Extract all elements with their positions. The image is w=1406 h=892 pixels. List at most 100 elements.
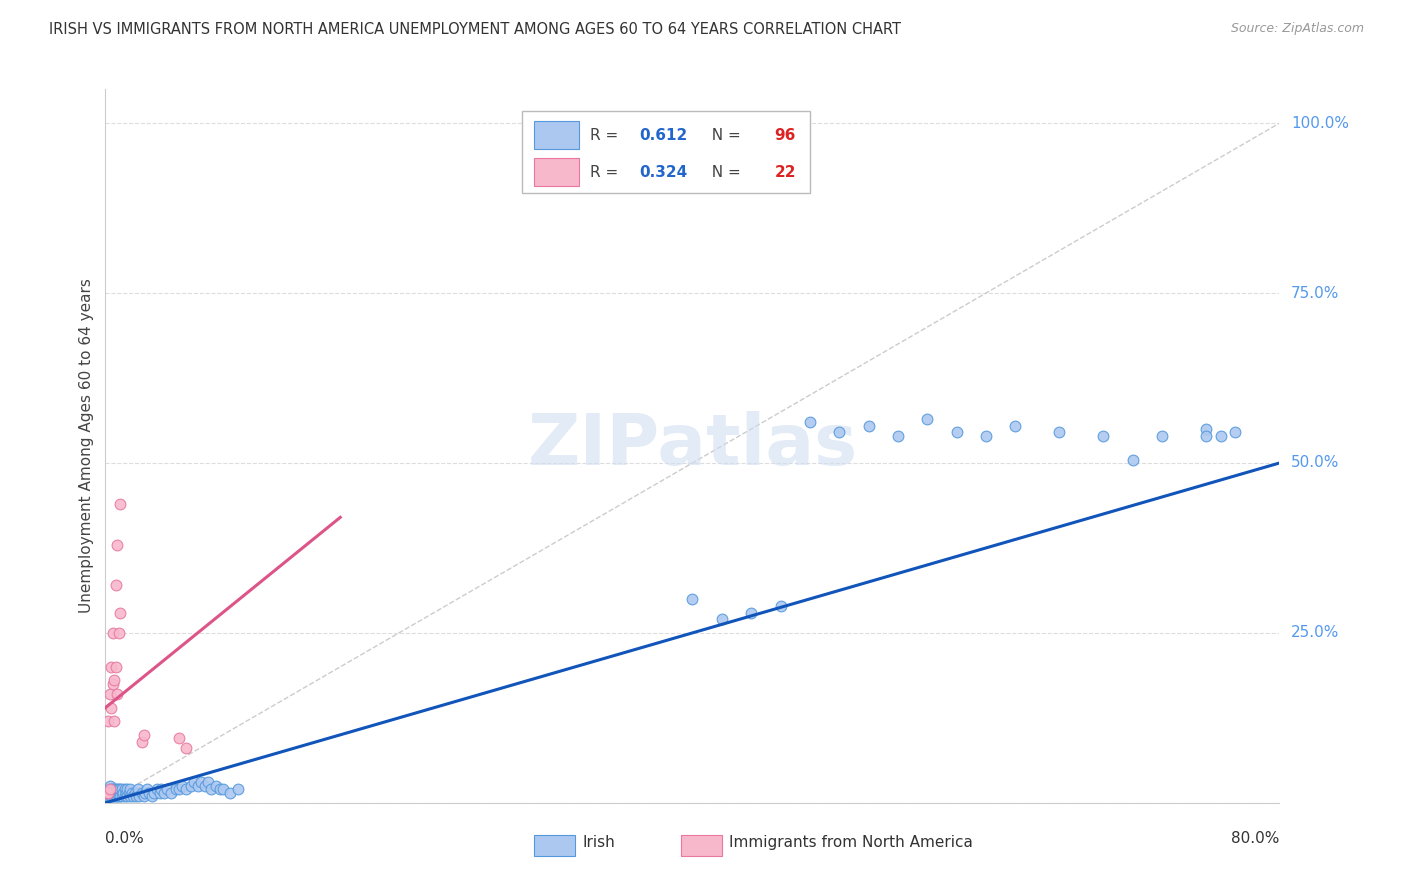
- Point: [97, 789, 120, 803]
- Point: [105, 782, 128, 797]
- Point: [98, 782, 121, 797]
- Point: [103, 673, 125, 688]
- Text: 80.0%: 80.0%: [1232, 831, 1279, 847]
- Point: [190, 775, 212, 789]
- Point: [125, 789, 148, 803]
- Point: [107, 626, 129, 640]
- Point: [156, 782, 179, 797]
- Point: [135, 782, 157, 797]
- Text: N =: N =: [702, 128, 745, 143]
- Point: [100, 782, 122, 797]
- Point: [858, 418, 880, 433]
- Point: [120, 782, 142, 797]
- Point: [104, 578, 127, 592]
- Point: [120, 789, 142, 803]
- Point: [828, 425, 851, 440]
- Text: R =: R =: [591, 128, 623, 143]
- Point: [101, 789, 124, 803]
- Point: [108, 782, 131, 797]
- Point: [98, 779, 121, 793]
- Point: [104, 789, 127, 803]
- Point: [1195, 422, 1218, 436]
- Point: [132, 728, 155, 742]
- Point: [131, 734, 153, 748]
- Point: [103, 714, 125, 729]
- Point: [170, 779, 193, 793]
- Point: [104, 782, 127, 797]
- Point: [105, 789, 128, 803]
- Point: [114, 782, 136, 797]
- Point: [1209, 429, 1232, 443]
- Point: [167, 731, 190, 746]
- Point: [1195, 429, 1218, 443]
- Point: [100, 660, 122, 674]
- FancyBboxPatch shape: [534, 158, 579, 186]
- Text: 25.0%: 25.0%: [1291, 625, 1340, 640]
- Point: [103, 782, 125, 797]
- Point: [710, 612, 733, 626]
- Text: 0.324: 0.324: [640, 165, 688, 179]
- Point: [174, 741, 197, 756]
- Text: IRISH VS IMMIGRANTS FROM NORTH AMERICA UNEMPLOYMENT AMONG AGES 60 TO 64 YEARS CO: IRISH VS IMMIGRANTS FROM NORTH AMERICA U…: [49, 22, 901, 37]
- Point: [97, 782, 120, 797]
- Point: [142, 786, 165, 800]
- Point: [194, 779, 217, 793]
- Point: [134, 786, 156, 800]
- Point: [97, 714, 120, 729]
- Point: [100, 789, 122, 803]
- Point: [167, 782, 190, 797]
- Point: [141, 789, 163, 803]
- Y-axis label: Unemployment Among Ages 60 to 64 years: Unemployment Among Ages 60 to 64 years: [79, 278, 94, 614]
- Text: N =: N =: [702, 165, 745, 179]
- Point: [127, 786, 149, 800]
- FancyBboxPatch shape: [534, 121, 579, 150]
- Point: [122, 789, 145, 803]
- Point: [183, 775, 205, 789]
- Point: [153, 786, 176, 800]
- Point: [101, 626, 124, 640]
- Text: Immigrants from North America: Immigrants from North America: [728, 835, 973, 849]
- Point: [101, 782, 124, 797]
- Point: [101, 786, 124, 800]
- Point: [98, 687, 121, 701]
- Point: [769, 599, 792, 613]
- Text: 22: 22: [775, 165, 796, 179]
- Text: ZIPatlas: ZIPatlas: [527, 411, 858, 481]
- Point: [211, 782, 233, 797]
- Point: [117, 782, 139, 797]
- Point: [1122, 452, 1144, 467]
- Point: [107, 789, 129, 803]
- Point: [117, 789, 139, 803]
- Point: [1092, 429, 1115, 443]
- Point: [160, 786, 183, 800]
- Point: [1225, 425, 1247, 440]
- Point: [107, 782, 129, 797]
- Point: [110, 789, 132, 803]
- Point: [174, 782, 197, 797]
- Text: 96: 96: [775, 128, 796, 143]
- Point: [138, 786, 160, 800]
- Point: [103, 786, 125, 800]
- Point: [187, 779, 209, 793]
- Point: [108, 606, 131, 620]
- Point: [149, 786, 172, 800]
- Point: [105, 537, 128, 551]
- Point: [1047, 425, 1070, 440]
- Point: [740, 606, 762, 620]
- Point: [204, 779, 226, 793]
- Point: [105, 786, 128, 800]
- Point: [1150, 429, 1173, 443]
- Point: [108, 789, 131, 803]
- FancyBboxPatch shape: [522, 111, 810, 193]
- Point: [208, 782, 231, 797]
- Text: R =: R =: [591, 165, 623, 179]
- Point: [97, 786, 120, 800]
- Point: [974, 429, 997, 443]
- Text: 50.0%: 50.0%: [1291, 456, 1340, 470]
- Point: [96, 786, 118, 800]
- Point: [110, 782, 132, 797]
- Point: [108, 497, 131, 511]
- Point: [1004, 418, 1026, 433]
- Point: [945, 425, 967, 440]
- Point: [97, 786, 120, 800]
